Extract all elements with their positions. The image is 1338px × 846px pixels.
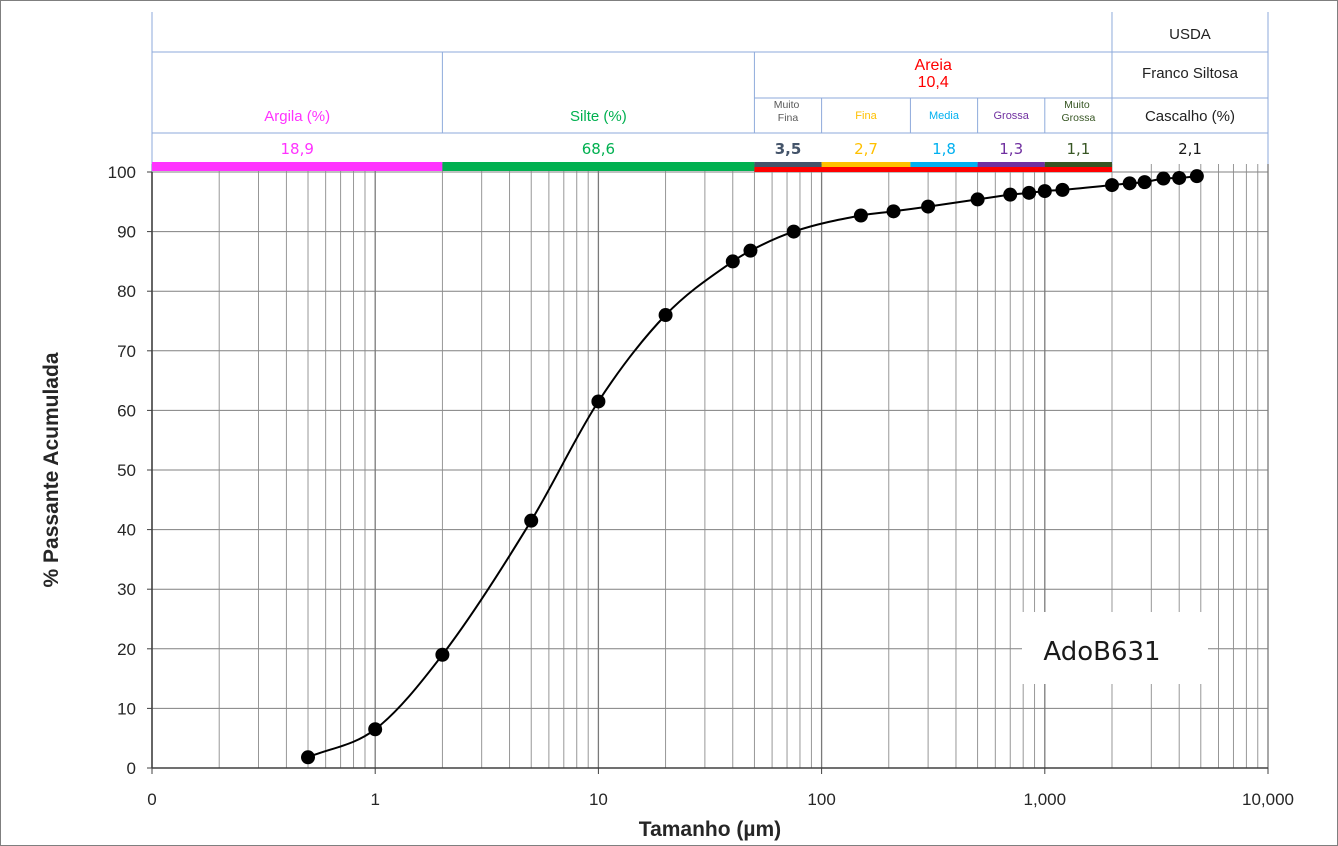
sand-subclass-bar [910,162,978,167]
fraction-value: 18,9 [280,140,313,158]
y-tick-label: 100 [108,163,136,182]
sand-subclass-label: Muito Grossa [1061,99,1095,124]
y-axis-title: % Passante Acumulada [40,352,63,587]
sand-subclass-bar [754,162,822,167]
x-tick-label: 1,000 [1024,790,1067,809]
data-point [1022,185,1037,200]
x-tick-label: 10,000 [1242,790,1294,809]
y-tick-label: 70 [117,342,136,361]
data-point [743,243,758,258]
data-point [970,192,985,207]
data-point [591,394,606,409]
sand-subclass-label: Grossa [993,110,1029,122]
data-point [435,647,450,662]
data-point [853,208,868,223]
sand-subclass-bar [821,162,911,167]
x-tick-label: 10 [589,790,608,809]
sand-subclass-value: 2,7 [854,140,878,158]
data-point [1104,178,1119,193]
y-tick-label: 90 [117,223,136,242]
y-tick-label: 0 [127,759,136,778]
fraction-value: 2,1 [1178,140,1202,158]
y-tick-label: 20 [117,640,136,659]
data-point [1137,175,1152,190]
x-axis-title: Tamanho (µm) [639,818,781,841]
data-point [725,254,740,269]
sand-subclass-label: Muito Fina [774,99,803,124]
sand-subclass-label: Fina [855,110,877,122]
data-point [368,722,383,737]
sand-subclass-value: 3,5 [775,140,802,158]
data-point [1172,170,1187,185]
x-tick-label: 100 [807,790,835,809]
y-tick-label: 30 [117,580,136,599]
fraction-label: Argila (%) [264,108,330,125]
data-point [1003,187,1018,202]
y-tick-label: 10 [117,699,136,718]
sand-subclass-bar [977,162,1045,167]
data-point [786,224,801,239]
annotation-label: AdoB631 [1043,637,1160,667]
data-point [524,513,539,528]
data-point [301,750,316,765]
data-point [658,308,673,323]
sand-value: 10,4 [918,74,949,91]
data-point [1189,169,1204,184]
data-point [921,199,936,214]
y-tick-label: 40 [117,521,136,540]
data-point [886,204,901,219]
sand-subclass-bar [1044,162,1112,167]
data-point [1055,182,1070,197]
fraction-value: 68,6 [582,140,615,158]
sand-subclass-value: 1,8 [932,140,956,158]
data-point [1122,176,1137,191]
fraction-label: Silte (%) [570,108,627,125]
sand-subclass-value: 1,3 [999,140,1023,158]
fraction-label: Cascalho (%) [1145,108,1235,125]
data-point [1037,184,1052,199]
texture-label: Franco Siltosa [1142,65,1239,82]
usda-label: USDA [1169,26,1211,43]
y-tick-label: 60 [117,401,136,420]
sand-subclass-label: Media [929,110,960,122]
data-point [1156,171,1171,186]
sand-subclass-value: 1,1 [1066,140,1090,158]
x-tick-label: 0 [147,790,156,809]
y-tick-label: 80 [117,282,136,301]
y-tick-label: 50 [117,461,136,480]
x-tick-label: 1 [370,790,379,809]
fraction-bar [152,162,443,171]
annotation-box [1022,612,1208,684]
sand-bar [754,167,1112,172]
fraction-bar [442,162,755,171]
sand-label: Areia [915,57,952,74]
